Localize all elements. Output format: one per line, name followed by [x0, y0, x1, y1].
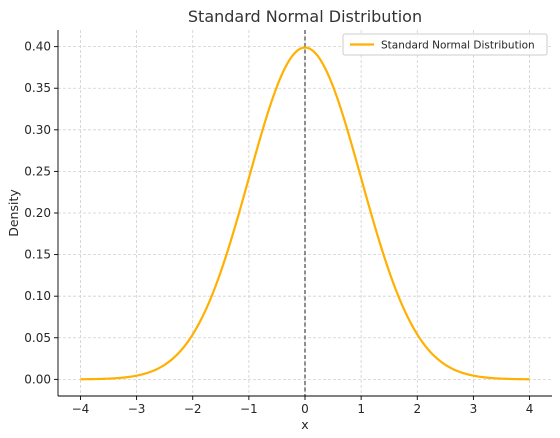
y-tick-label: 0.35	[24, 81, 51, 95]
x-tick-label: −4	[72, 402, 90, 416]
series-layer	[80, 46, 530, 381]
y-tick-label: 0.20	[24, 206, 51, 220]
y-tick-label: 0.00	[24, 372, 51, 386]
y-tick-label: 0.30	[24, 123, 51, 137]
x-tick-label: 2	[413, 402, 421, 416]
x-tick-label: 3	[470, 402, 478, 416]
y-tick-label: 0.05	[24, 331, 51, 345]
chart-title: Standard Normal Distribution	[188, 7, 422, 26]
y-tick-label: 0.25	[24, 164, 51, 178]
y-tick-label: 0.10	[24, 289, 51, 303]
y-axis-ticks: 0.00 0.05 0.10 0.15 0.20 0.25 0.30 0.35 0.40	[24, 40, 58, 386]
legend-box	[342, 33, 548, 56]
series-line	[80, 46, 530, 381]
x-tick-label: 0	[301, 402, 309, 416]
x-tick-label: 1	[357, 402, 365, 416]
y-tick-label: 0.15	[24, 248, 51, 262]
legend: Standard Normal Distribution	[342, 33, 548, 56]
x-tick-label: −1	[240, 402, 258, 416]
y-axis-label: Density	[6, 189, 21, 237]
legend-label: Standard Normal Distribution	[381, 40, 535, 52]
x-axis-ticks: −4 −3 −2 −1 0 1 2 3 4	[72, 396, 534, 416]
x-tick-label: −3	[128, 402, 146, 416]
x-tick-label: 4	[526, 402, 534, 416]
x-tick-label: −2	[184, 402, 202, 416]
y-tick-label: 0.40	[24, 40, 51, 54]
x-axis-label: x	[301, 417, 308, 432]
